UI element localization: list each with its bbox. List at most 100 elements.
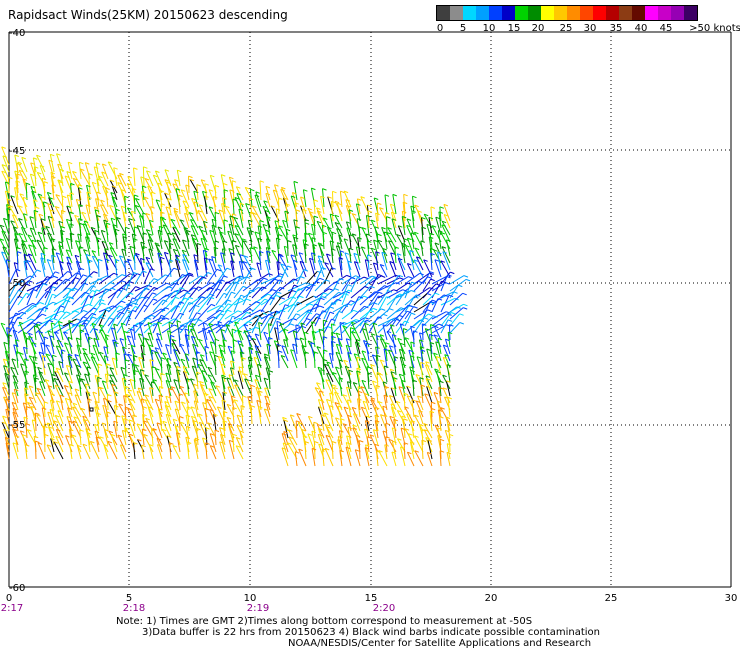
wind-barb [414, 414, 424, 432]
wind-barb-tick [159, 386, 164, 389]
wind-barb [180, 189, 190, 208]
wind-barb-tick [213, 413, 218, 416]
wind-barb [49, 409, 55, 425]
wind-barb-tick [173, 267, 178, 271]
wind-barb-tick [153, 278, 159, 281]
time-label: 2:18 [123, 603, 145, 614]
wind-barb-tick [183, 226, 189, 230]
wind-barb-tick [338, 310, 343, 314]
legend-label: >50 knots [689, 23, 740, 34]
wind-barb-tick [449, 433, 454, 437]
wind-barb-tick [164, 401, 169, 404]
wind-barb-tick [258, 406, 263, 409]
wind-barb [334, 214, 343, 229]
wind-barb-tick [463, 275, 469, 278]
wind-barb [186, 378, 190, 397]
wind-barb [1, 170, 10, 187]
wind-barb-tick [149, 219, 154, 223]
wind-barb-tick [126, 309, 132, 313]
wind-barb [263, 408, 271, 425]
wind-barb [123, 331, 127, 348]
wind-barb [125, 286, 136, 299]
wind-barb-tick [56, 345, 61, 348]
wind-barb [23, 254, 28, 271]
wind-barb [80, 378, 91, 397]
wind-barb [5, 409, 10, 425]
wind-barb [94, 424, 100, 439]
wind-barb-tick [304, 222, 310, 225]
wind-barb-tick [122, 346, 127, 349]
wind-barb-tick [426, 385, 431, 389]
wind-barb [165, 344, 172, 362]
wind-barb [131, 211, 136, 229]
wind-barb [188, 286, 199, 299]
wind-barb-tick [5, 350, 10, 354]
wind-barb-tick [276, 317, 281, 321]
wind-barb-tick [212, 316, 218, 319]
wind-barb-tick [301, 325, 307, 329]
wind-barb-tick [342, 325, 348, 329]
wind-barb [133, 254, 136, 271]
wind-barb [188, 305, 196, 320]
wind-barb-tick [55, 271, 60, 274]
wind-barb [174, 179, 181, 194]
wind-barb [202, 328, 208, 348]
wind-barb [342, 325, 352, 341]
wind-barb [80, 408, 91, 425]
wind-barb-tick [336, 343, 341, 347]
wind-barb-tick [366, 319, 371, 323]
wind-barb-tick [392, 193, 397, 197]
wind-barb-tick [103, 252, 108, 255]
wind-barb-tick [403, 201, 408, 205]
wind-barb-tick [12, 428, 17, 431]
wind-barb [158, 411, 163, 432]
wind-barb [247, 335, 253, 355]
wind-barb [365, 416, 370, 432]
wind-barb-tick [105, 187, 110, 190]
wind-barb-tick [228, 423, 233, 426]
wind-barb-tick [141, 352, 146, 356]
wind-barb-tick [37, 193, 43, 196]
wind-barb [238, 208, 244, 229]
wind-barb-tick [375, 212, 380, 216]
wind-barb [196, 372, 199, 390]
wind-barb [67, 392, 73, 411]
wind-barb [374, 420, 379, 439]
wind-barb [385, 423, 388, 439]
wind-barb [71, 282, 85, 299]
wind-barb-tick [286, 228, 291, 232]
wind-barb-tick [219, 349, 225, 352]
wind-barb-tick [112, 224, 118, 227]
wind-barb [178, 393, 181, 411]
wind-barb-tick [320, 195, 325, 199]
wind-barb-tick [356, 246, 361, 249]
wind-barb-tick [27, 402, 32, 405]
wind-barb [161, 296, 176, 313]
wind-barb-tick [190, 378, 195, 381]
legend-swatch [554, 6, 567, 20]
wind-barb-tick [240, 275, 245, 279]
wind-barb-tick [367, 372, 372, 375]
wind-barb-tick [227, 345, 233, 349]
wind-barb-tick [210, 381, 215, 384]
wind-barb-tick [201, 370, 207, 373]
wind-barb [233, 217, 244, 236]
wind-barb-tick [354, 353, 359, 356]
wind-barb-tick [33, 157, 38, 160]
wind-barb [82, 352, 91, 369]
wind-barb [160, 373, 163, 390]
wind-barb-tick [331, 331, 336, 335]
wind-barb [374, 415, 379, 432]
wind-barb [62, 318, 78, 327]
wind-barb-tick [11, 321, 16, 324]
wind-barb-tick [456, 306, 461, 309]
wind-barb [335, 332, 343, 348]
legend-swatch [528, 6, 541, 20]
wind-barb-tick [53, 313, 58, 317]
wind-barb [134, 205, 145, 222]
wind-barb [17, 275, 31, 285]
wind-barb [287, 302, 299, 320]
wind-barb-tick [64, 372, 69, 375]
wind-barb-tick [28, 244, 33, 247]
